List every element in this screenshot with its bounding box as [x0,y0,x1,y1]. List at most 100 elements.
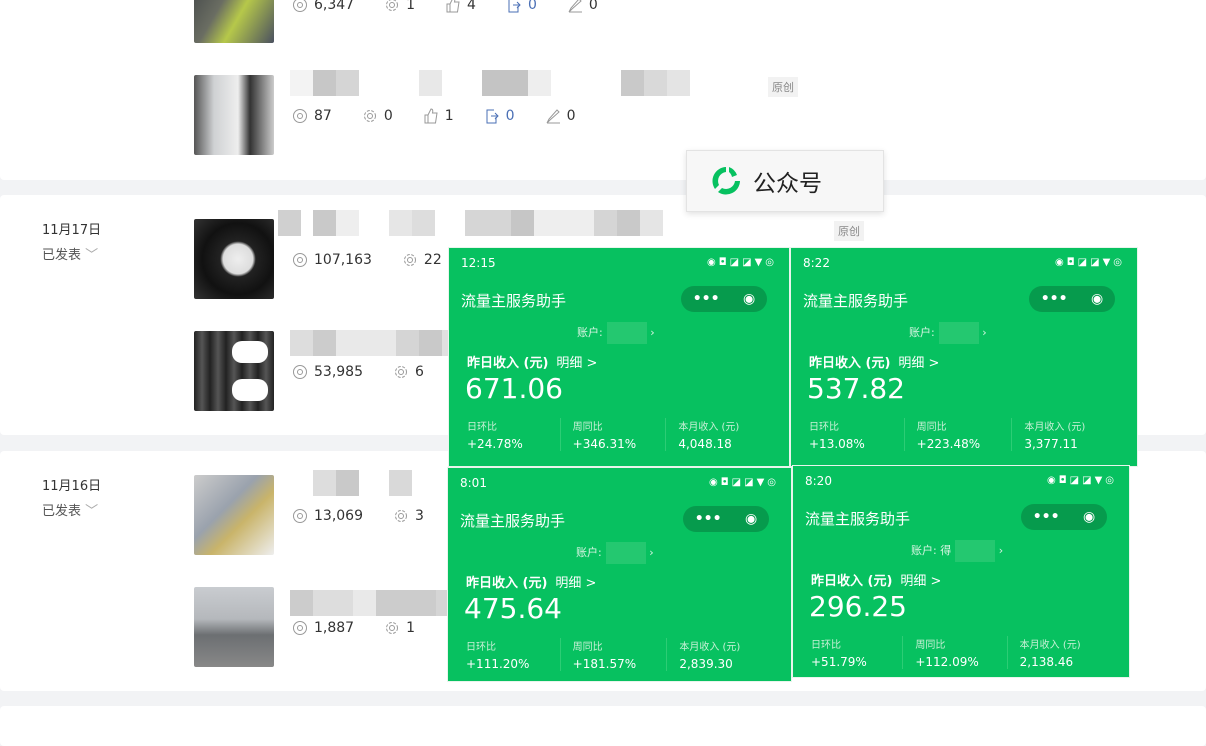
views-count: 87 [314,108,332,124]
income-card: 8:20 ◉◘◪◪▼◎ 流量主服务助手 ••• ◉ 账户: 得 › 昨日收入 (元… [792,465,1130,678]
detail-link[interactable]: 明细 > [556,356,598,371]
metric-text: +112.09% [915,655,979,669]
status-bar: 8:01 [460,476,487,490]
yesterday-income-amount: 475.64 [464,592,562,625]
metric-text: 周同比 [572,642,603,653]
shares-stat: 1 [384,0,415,13]
close-target-icon[interactable]: ◉ [745,511,758,527]
status-dropdown[interactable]: 已发表 ﹀ [42,500,98,519]
metric-text: 3,377.11 [1024,437,1078,451]
account-label: 账户: [909,326,935,339]
day-over-day: 日环比 +24.78% [467,418,560,451]
metric-text: 日环比 [809,422,839,433]
article-title-blurred[interactable] [278,210,663,236]
more-icon[interactable]: ••• [694,511,722,527]
week-over-week: 周同比 +223.48% [903,418,1012,451]
shares-count: 22 [423,252,442,268]
metric-text: 本月收入 (元) [1024,422,1086,433]
comments-count: 0 [566,108,576,124]
account-label: 账户: [576,546,602,559]
account-label: 账户: 得 [911,544,952,557]
status-time: 12:15 [461,256,496,270]
account-selector[interactable]: 账户: 得 › [911,540,1003,562]
chevron-down-icon: ﹀ [85,248,99,263]
income-card: 8:22 ◉◘◪◪▼◎ 流量主服务助手 ••• ◉ 账户: › 昨日收入 (元) 明… [790,247,1138,467]
app-title: 流量主服务助手 [460,512,566,530]
income-card: 8:01 ◉◘◪◪▼◎ 流量主服务助手 ••• ◉ 账户: › 昨日收入 (元) 明… [447,467,792,682]
eye-icon [293,253,307,267]
mini-program-capsule: ••• ◉ [683,506,769,532]
metric-text: 2,138.46 [1019,655,1074,669]
yesterday-income-label: 昨日收入 (元) [466,576,548,591]
article-thumbnail[interactable] [194,475,274,555]
more-icon[interactable]: ••• [1040,291,1068,307]
chevron-right-icon: › [982,326,987,339]
metric-text: 本月收入 (元) [1019,640,1081,651]
close-target-icon[interactable]: ◉ [1083,509,1096,525]
metric-text: 周同比 [916,422,947,433]
article-title-blurred[interactable] [290,470,412,496]
app-title: 流量主服务助手 [803,292,909,310]
article-stats: 53,985 6 [292,364,454,380]
views-stat: 13,069 [292,508,363,524]
status-time: 8:20 [805,474,832,488]
more-icon[interactable]: ••• [1032,509,1060,525]
article-thumbnail[interactable] [194,219,274,299]
article-thumbnail[interactable] [194,0,274,43]
status-dropdown[interactable]: 已发表 ﹀ [42,244,98,263]
gear-icon [386,0,399,11]
status-icons: ◉◘◪◪▼◎ [1055,257,1125,268]
status-icons: ◉◘◪◪▼◎ [707,257,777,268]
article-title-blurred[interactable] [290,590,459,616]
status-bar: 8:22 [803,256,830,270]
account-selector[interactable]: 账户: › [577,322,655,344]
eye-icon [293,621,307,635]
likes-stat: 1 [423,108,454,124]
detail-link[interactable]: 明细 > [555,576,597,591]
article-group [0,706,1206,746]
group-date: 11月17日 [42,223,102,238]
close-target-icon[interactable]: ◉ [1091,291,1104,307]
comments-stat: 0 [567,0,598,13]
article-stats: 1,887 1 [292,620,445,636]
chevron-down-icon: ﹀ [85,504,99,519]
day-over-day: 日环比 +51.79% [811,636,902,669]
article-stats: 6,347 1 4 0 0 [292,0,628,13]
views-count: 13,069 [314,508,363,524]
close-target-icon[interactable]: ◉ [743,291,756,307]
status-time: 8:22 [803,256,830,270]
views-stat: 87 [292,108,332,124]
shares-stat: 0 [362,108,393,124]
yesterday-income-label: 昨日收入 (元) [811,574,893,589]
detail-link[interactable]: 明细 > [898,356,940,371]
account-selector[interactable]: 账户: › [576,542,654,564]
account-selector[interactable]: 账户: › [909,322,987,344]
article-thumbnail[interactable] [194,587,274,667]
more-icon[interactable]: ••• [692,291,720,307]
likes-count: 1 [444,108,454,124]
yesterday-income-amount: 671.06 [465,372,563,405]
forward-icon [508,0,521,13]
day-over-day: 日环比 +111.20% [466,638,560,671]
article-thumbnail[interactable] [194,75,274,155]
article-title-blurred[interactable] [290,330,465,356]
article-thumbnail[interactable] [194,331,274,411]
metric-text: +24.78% [467,437,523,451]
detail-link[interactable]: 明细 > [900,574,942,589]
chevron-right-icon: › [649,546,654,559]
week-over-week: 周同比 +346.31% [559,418,666,451]
status-label: 已发表 [42,504,82,519]
article-title-blurred[interactable] [290,70,690,96]
gear-icon [403,254,416,266]
article-stats: 107,163 22 [292,252,472,268]
metric-text: 日环比 [467,422,497,433]
shares-stat: 1 [384,620,415,636]
monthly-income: 本月收入 (元) 4,048.18 [665,418,771,451]
shares-stat: 3 [393,508,424,524]
likes-stat: 4 [445,0,476,13]
forwards-stat: 0 [484,108,515,124]
metric-text: +13.08% [809,437,865,451]
metric-text: 本月收入 (元) [678,422,740,433]
metric-text: +346.31% [572,437,637,451]
badge-label: 公众号 [753,171,822,197]
